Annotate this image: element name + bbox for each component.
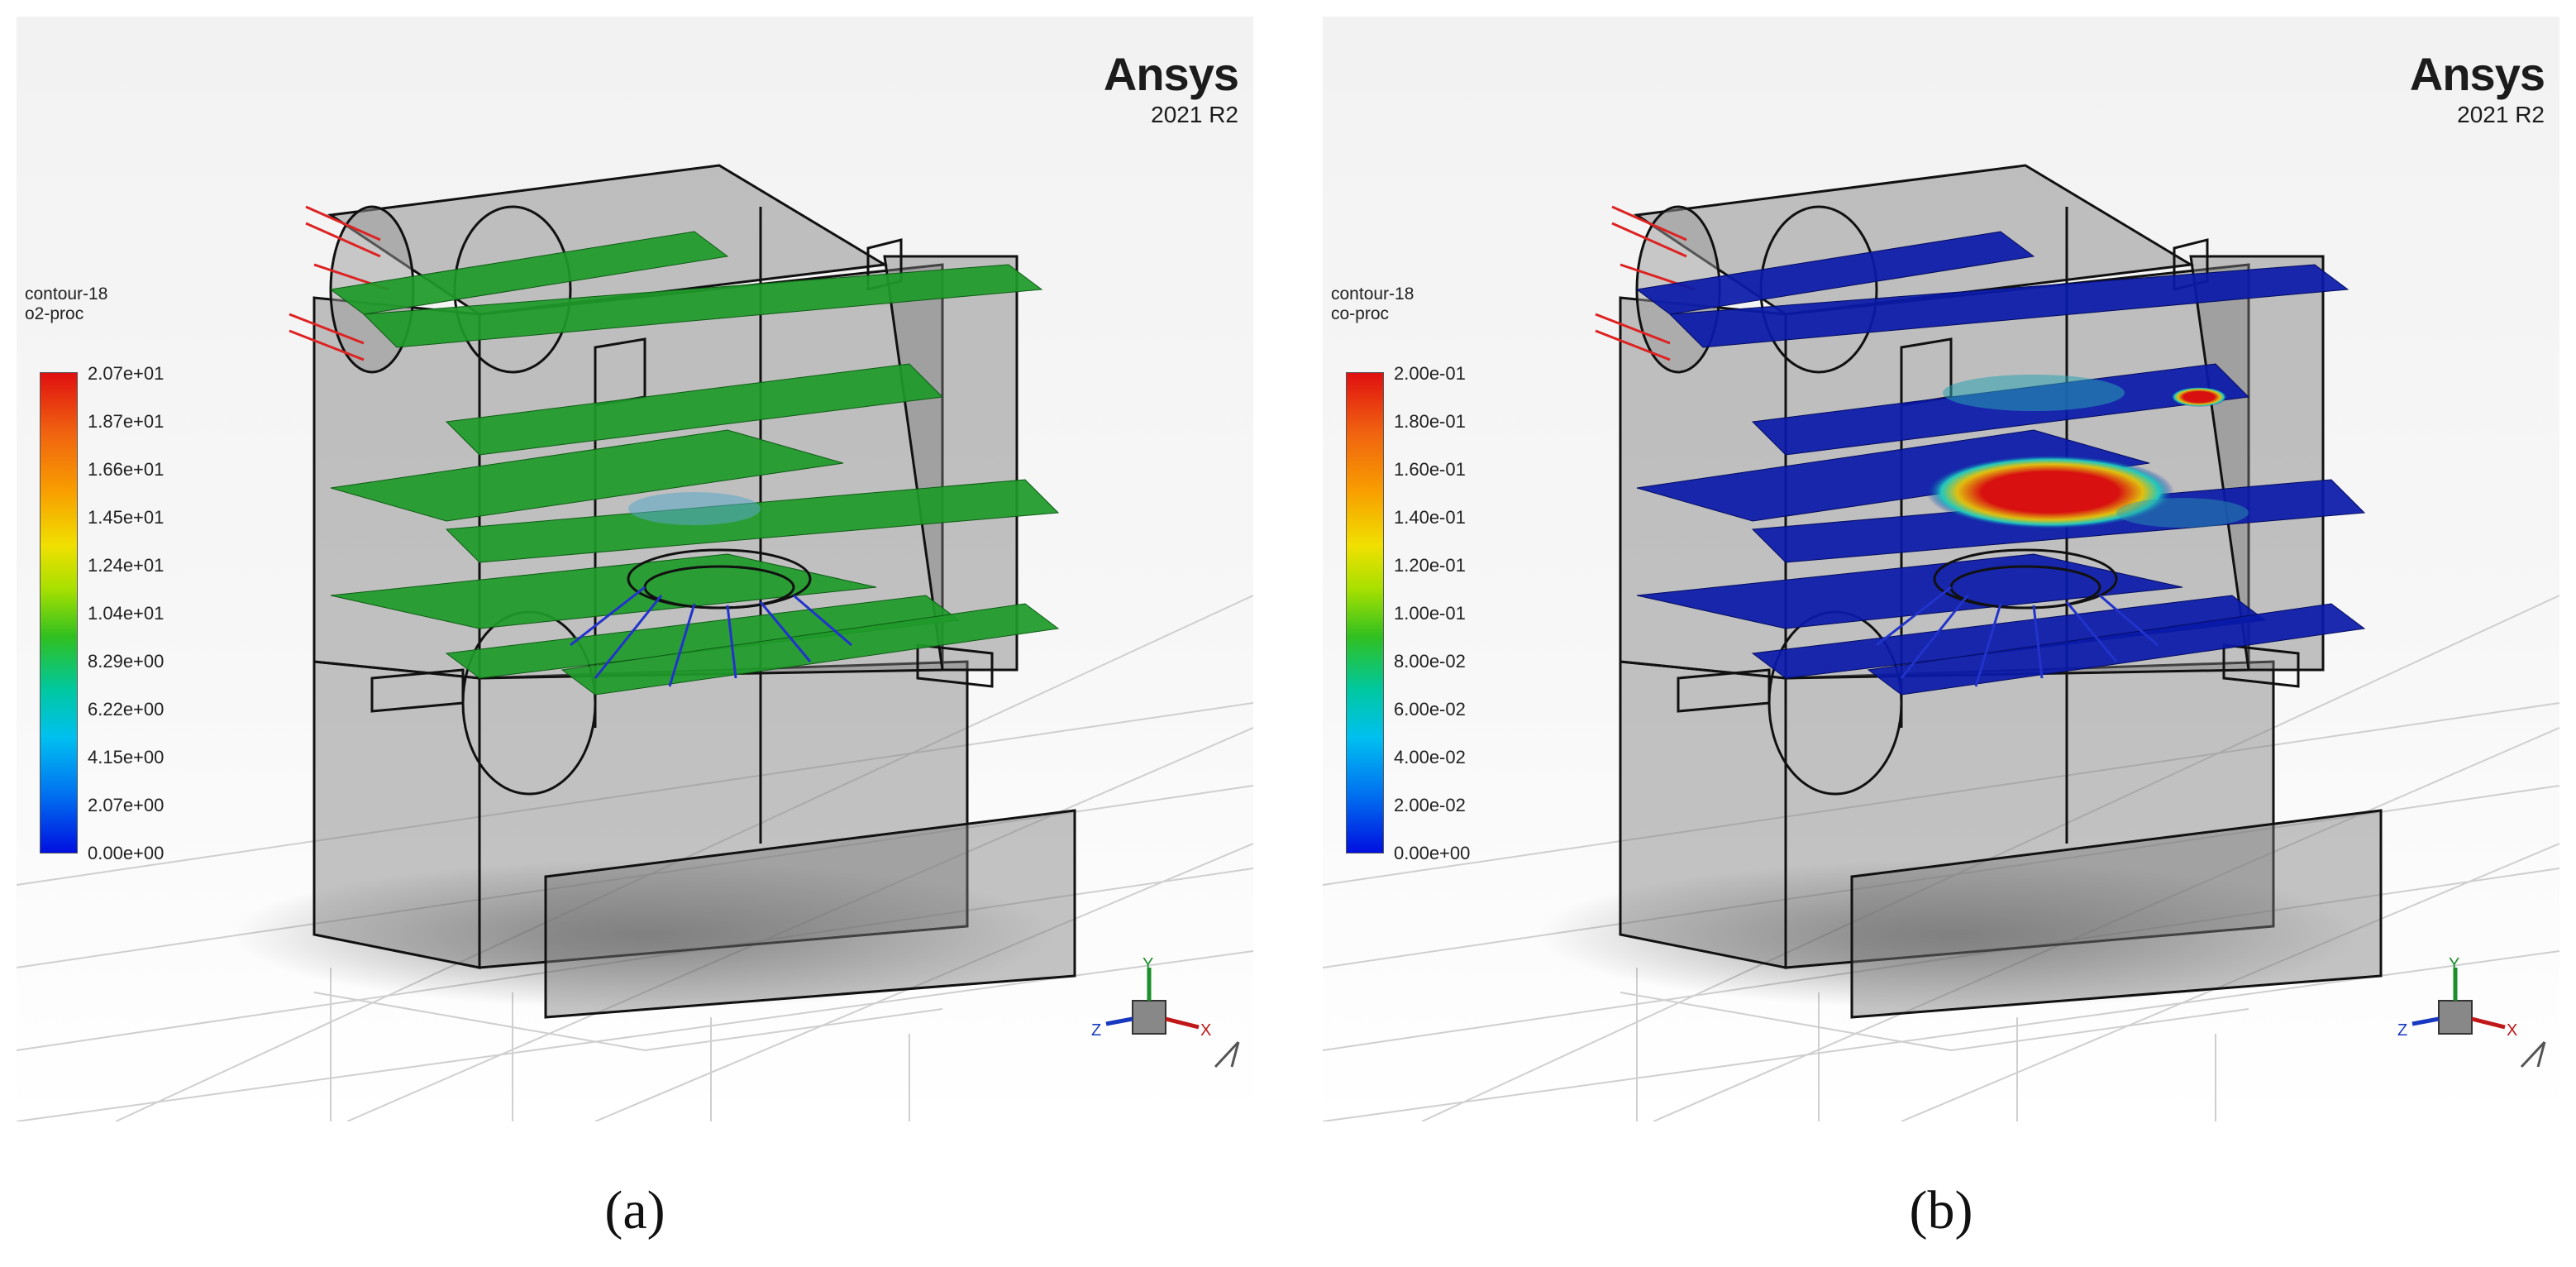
axis-label-y: Y [1143, 955, 1153, 973]
injector-lines [1876, 586, 2159, 687]
colorbar [40, 372, 78, 853]
legend-tick: 2.07e+00 [88, 795, 165, 815]
legend-tick: 1.60e-01 [1394, 459, 1466, 480]
axis-label-x: X [1200, 1021, 1211, 1040]
axis-triad: Y X Z [2397, 955, 2546, 1069]
axis-label-z: Z [2397, 1021, 2407, 1040]
legend-tick: 4.00e-02 [1394, 747, 1466, 767]
contour-slices [1635, 231, 2366, 696]
legend-tick: 2.07e+01 [88, 363, 165, 384]
legend-tick: 6.22e+00 [88, 699, 165, 720]
legend-tick: 2.00e-01 [1394, 363, 1466, 384]
legend-tick: 1.00e-01 [1394, 603, 1466, 624]
legend-title: contour-18 [1331, 284, 1414, 304]
version-label: 2021 R2 [2457, 102, 2545, 127]
color-legend: contour-18 o2-proc 2.07e+01 1.87e+01 1.6… [25, 284, 223, 863]
legend-tick: 4.15e+00 [88, 747, 165, 767]
version-label: 2021 R2 [1151, 102, 1238, 127]
legend-tick: 1.87e+01 [88, 411, 165, 432]
contour-slices [329, 231, 1060, 696]
colorbar [1346, 372, 1384, 853]
ansys-logo: Ansys 2021 R2 [1103, 48, 1239, 129]
legend-tick: 0.00e+00 [1394, 843, 1471, 863]
legend-tick: 1.04e+01 [88, 603, 165, 624]
legend-title: contour-18 [25, 284, 108, 304]
concentration-hotspots [1926, 375, 2249, 529]
legend-tick: 8.00e-02 [1394, 651, 1466, 672]
injector-lines [570, 586, 852, 687]
viewport-panel-a[interactable]: Y X Z Ansys 2021 R2 contour-18 o2-proc 2… [17, 17, 1253, 1121]
legend-tick: 1.24e+01 [88, 555, 165, 576]
brand-name: Ansys [1103, 48, 1239, 100]
legend-tick: 1.45e+01 [88, 507, 165, 528]
legend-tick: 8.29e+00 [88, 651, 165, 672]
brand-name: Ansys [2409, 48, 2545, 100]
legend-tick: 6.00e-02 [1394, 699, 1466, 720]
caption-b: (b) [1909, 1180, 1973, 1241]
viewport-panel-b[interactable]: Y X Z Ansys 2021 R2 contour-18 co-proc 2… [1323, 17, 2559, 1121]
axis-label-z: Z [1091, 1021, 1101, 1040]
axis-label-y: Y [2449, 955, 2459, 973]
legend-tick: 2.00e-02 [1394, 795, 1466, 815]
legend-tick: 1.20e-01 [1394, 555, 1466, 576]
ansys-logo: Ansys 2021 R2 [2410, 50, 2545, 129]
axis-label-x: X [2507, 1021, 2517, 1040]
model-view[interactable]: Y X Z [17, 17, 1253, 1121]
model-view[interactable]: Y X Z [1323, 17, 2559, 1121]
legend-tick: 1.66e+01 [88, 459, 165, 480]
axis-triad: Y X Z [1091, 955, 1240, 1069]
ground-shadow [1538, 860, 2364, 1009]
legend-variable: co-proc [1331, 304, 1390, 323]
legend-tick: 1.80e-01 [1394, 411, 1466, 432]
legend-tick: 0.00e+00 [88, 843, 165, 863]
caption-a: (a) [604, 1180, 665, 1241]
legend-tick: 1.40e-01 [1394, 507, 1466, 528]
legend-variable: o2-proc [25, 304, 84, 323]
ground-shadow [231, 860, 1058, 1009]
color-legend: contour-18 co-proc 2.00e-01 1.80e-01 1.6… [1331, 284, 1529, 863]
